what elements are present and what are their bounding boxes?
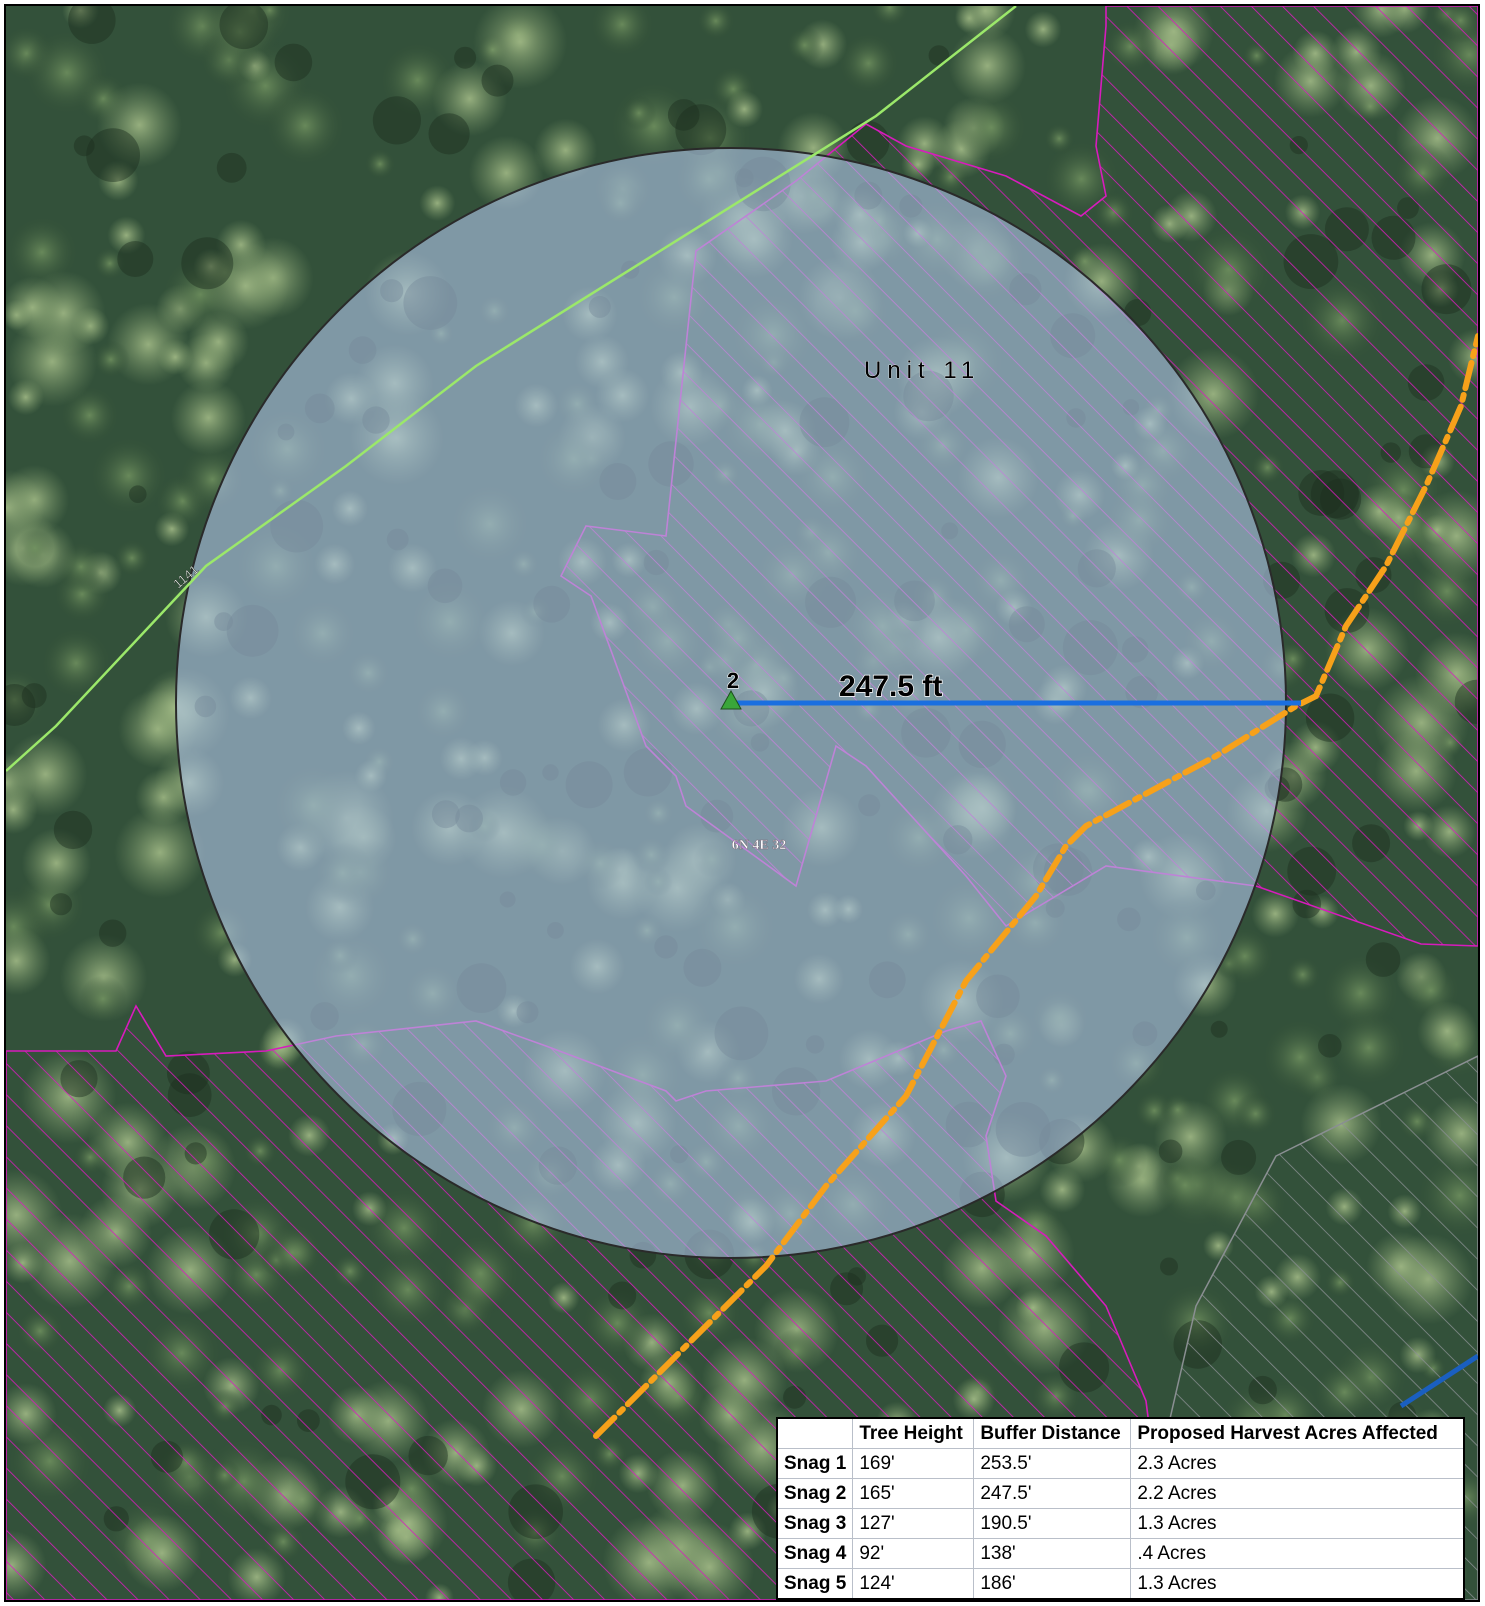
table-header-cell: Tree Height — [852, 1417, 975, 1449]
point-label: 2 — [727, 668, 739, 693]
table-cell: 138' — [973, 1538, 1132, 1569]
table-row: Snag 5 124' 186' 1.3 Acres — [776, 1568, 1465, 1600]
table-cell: 186' — [973, 1568, 1132, 1600]
map-frame[interactable]: 1141 247.5 ft 2 Unit 11 6N 4E 32 Tree He… — [4, 4, 1480, 1602]
stream-line — [1399, 1353, 1478, 1409]
table-row: Snag 3 127' 190.5' 1.3 Acres — [776, 1508, 1465, 1539]
section-label: 6N 4E 32 — [732, 838, 786, 853]
table-cell: 165' — [852, 1478, 975, 1509]
table-cell: 127' — [852, 1508, 975, 1539]
table-cell: 124' — [852, 1568, 975, 1600]
table-header-cell: Buffer Distance — [973, 1417, 1132, 1449]
table-header-row: Tree Height Buffer Distance Proposed Har… — [776, 1417, 1465, 1449]
table-cell: .4 Acres — [1130, 1538, 1465, 1569]
aerial-map[interactable]: 1141 247.5 ft 2 Unit 11 6N 4E 32 — [6, 6, 1478, 1600]
table-header-cell — [776, 1417, 854, 1449]
table-cell: Snag 5 — [776, 1568, 854, 1600]
table-cell: 2.2 Acres — [1130, 1478, 1465, 1509]
table-row: Snag 2 165' 247.5' 2.2 Acres — [776, 1478, 1465, 1509]
table-cell: Snag 4 — [776, 1538, 854, 1569]
table-header-cell: Proposed Harvest Acres Affected — [1130, 1417, 1465, 1449]
table-cell: 1.3 Acres — [1130, 1568, 1465, 1600]
snag-point-marker[interactable] — [720, 689, 742, 710]
snag-buffer-table: Tree Height Buffer Distance Proposed Har… — [776, 1417, 1466, 1600]
table-cell: 253.5' — [973, 1448, 1132, 1479]
table-cell: 1.3 Acres — [1130, 1508, 1465, 1539]
table-row: Snag 1 169' 253.5' 2.3 Acres — [776, 1448, 1465, 1479]
table-row: Snag 4 92' 138' .4 Acres — [776, 1538, 1465, 1569]
table-cell: Snag 2 — [776, 1478, 854, 1509]
table-cell: 2.3 Acres — [1130, 1448, 1465, 1479]
table-cell: 169' — [852, 1448, 975, 1479]
table-cell: 247.5' — [973, 1478, 1132, 1509]
table-cell: Snag 3 — [776, 1508, 854, 1539]
table-cell: Snag 1 — [776, 1448, 854, 1479]
unit-label: Unit 11 — [864, 357, 980, 384]
trail-line[interactable] — [593, 333, 1478, 1439]
table-cell: 190.5' — [973, 1508, 1132, 1539]
distance-label: 247.5 ft — [839, 670, 942, 703]
road-1141-line[interactable] — [6, 6, 1017, 772]
table-cell: 92' — [852, 1538, 975, 1569]
